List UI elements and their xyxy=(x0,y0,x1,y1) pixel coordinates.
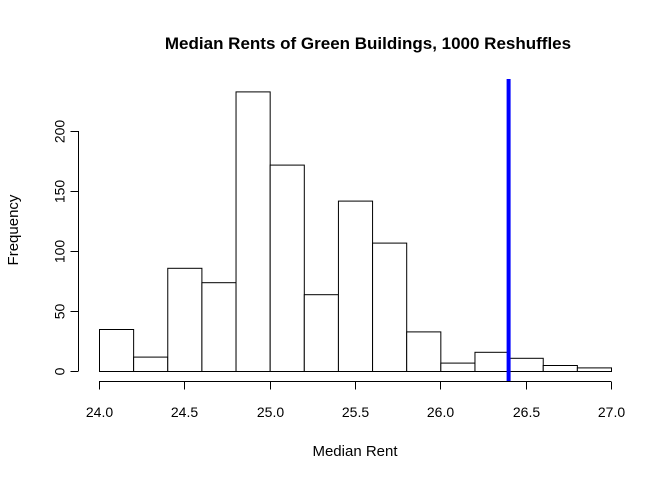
y-tick-label: 50 xyxy=(52,304,68,320)
chart-title: Median Rents of Green Buildings, 1000 Re… xyxy=(165,34,571,53)
histogram-bar xyxy=(235,91,271,373)
histogram-bar xyxy=(440,362,476,373)
y-tick-label: 150 xyxy=(52,180,68,204)
histogram-bar xyxy=(167,267,203,372)
histogram-bar xyxy=(337,200,374,372)
histogram-bar xyxy=(303,294,339,373)
histogram-bar xyxy=(508,357,544,372)
x-axis-label: Median Rent xyxy=(312,443,398,460)
bars-group xyxy=(99,91,612,373)
y-tick-label: 200 xyxy=(52,120,68,144)
y-axis: 0 50 100 150 200 xyxy=(52,120,79,375)
histogram-bar xyxy=(576,367,612,372)
histogram-bar xyxy=(201,282,237,373)
histogram-bar xyxy=(372,242,408,372)
x-axis: 24.0 24.5 25.0 25.5 26.0 26.5 27.0 xyxy=(86,381,625,420)
histogram-bar xyxy=(406,331,442,372)
histogram-bar xyxy=(542,365,578,372)
histogram-bar xyxy=(474,351,510,372)
y-tick-label: 0 xyxy=(52,367,68,375)
x-tick-label: 25.5 xyxy=(342,404,369,420)
x-tick-label: 26.0 xyxy=(427,404,454,420)
x-tick-label: 26.5 xyxy=(513,404,540,420)
histogram-bar xyxy=(133,356,169,373)
x-tick-label: 24.5 xyxy=(171,404,198,420)
histogram-bar xyxy=(269,164,305,372)
y-tick-label: 100 xyxy=(52,240,68,264)
y-axis-label: Frequency xyxy=(5,194,22,265)
histogram-bar xyxy=(99,329,135,372)
x-tick-label: 25.0 xyxy=(257,404,284,420)
x-tick-label: 24.0 xyxy=(86,404,113,420)
x-tick-label: 27.0 xyxy=(598,404,625,420)
